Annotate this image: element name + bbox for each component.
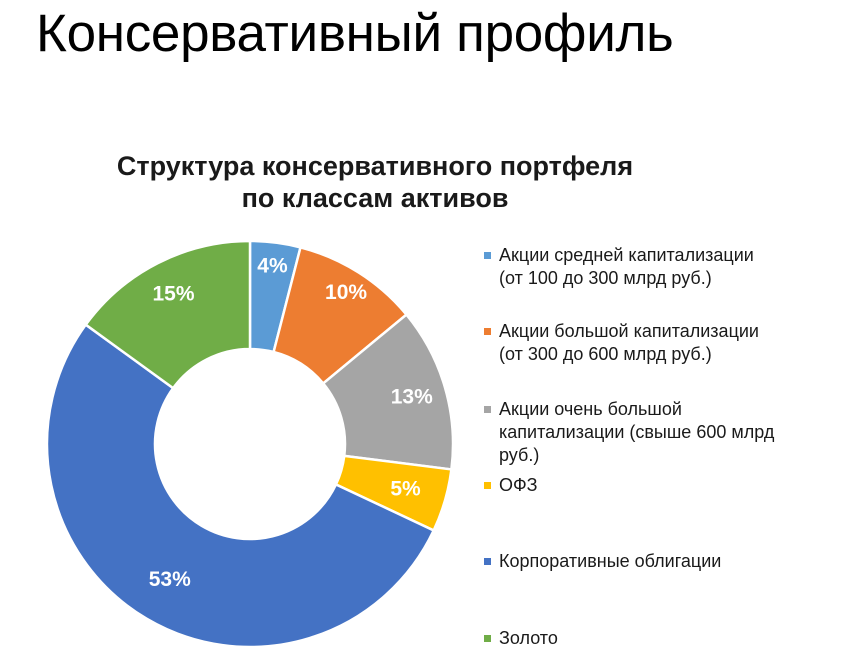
chart-title-line-2: по классам активов (241, 183, 509, 214)
legend-label: Акции большой капитализации (от 300 до 6… (499, 321, 759, 364)
donut-data-labels: 4% 10% 13% 5% 53% 15% (149, 255, 433, 592)
chart-title-line-1: Структура консервативного портфеля (116, 151, 634, 181)
slice-value-label: 5% (390, 478, 421, 501)
legend-label: Акции очень большой капитализации (свыше… (499, 399, 775, 465)
donut-slices (45, 239, 455, 649)
legend-marker (484, 406, 491, 413)
slice-value-label: 4% (257, 255, 288, 278)
slice-value-label: 10% (325, 281, 367, 304)
donut-slice (45, 322, 436, 649)
legend-item-very-large-cap-stocks: Акции очень большой капитализации (свыше… (484, 398, 839, 467)
legend-marker (484, 328, 491, 335)
legend-item-mid-cap-stocks: Акции средней капитализации (от 100 до 3… (484, 244, 839, 290)
legend-item-large-cap-stocks: Акции большой капитализации (от 300 до 6… (484, 320, 839, 366)
slice-value-label: 53% (149, 568, 191, 591)
slice-value-label: 15% (153, 282, 195, 305)
donut-chart: 4% 10% 13% 5% 53% 15% (45, 239, 455, 649)
legend-marker (484, 558, 491, 565)
slice-value-label: 13% (391, 386, 433, 409)
legend-label: Золото (499, 628, 558, 648)
donut-slice (84, 239, 252, 390)
legend-label: Корпоративные облигации (499, 551, 722, 571)
legend-marker (484, 635, 491, 642)
legend-item-gold: Золото (484, 627, 839, 650)
legend-label: ОФЗ (499, 475, 538, 495)
legend-marker (484, 482, 491, 489)
legend-item-ofz: ОФЗ (484, 474, 839, 497)
legend-label: Акции средней капитализации (от 100 до 3… (499, 245, 754, 288)
legend-marker (484, 252, 491, 259)
slide-title: Консервативный профиль (36, 4, 674, 63)
chart-title: Структура консервативного портфеля по кл… (90, 150, 660, 215)
legend-item-corporate-bonds: Корпоративные облигации (484, 550, 839, 573)
